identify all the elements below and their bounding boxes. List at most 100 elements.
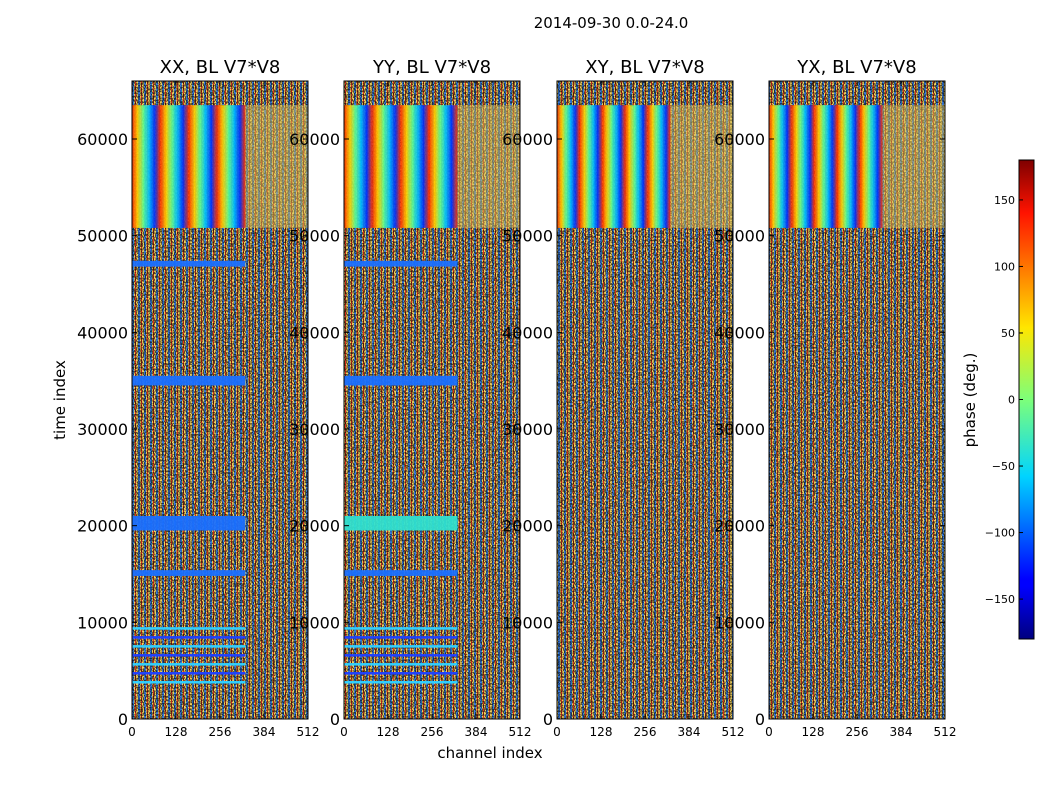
y-tick-label: 20000 [714,517,765,536]
colorbar-tick-label: 0 [1008,394,1015,407]
band-line [344,672,458,675]
y-tick-label: 30000 [714,420,765,439]
y-tick-label: 30000 [77,420,128,439]
band-line [132,645,246,648]
x-tick-label: 0 [128,725,136,739]
x-tick-label: 256 [846,725,869,739]
fringe-band [344,105,373,228]
x-tick-label: 256 [634,725,657,739]
x-tick-label: 384 [678,725,701,739]
x-tick-label: 384 [253,725,276,739]
band-line [344,645,458,648]
coherent-stripe [132,260,246,267]
fringe-tail [457,105,520,228]
fringe-band [625,105,648,228]
band-line [132,627,246,630]
x-tick-label: 128 [165,725,188,739]
colorbar-tick-label: −100 [985,527,1015,540]
y-tick-label: 20000 [77,517,128,536]
coherent-stripe [132,375,246,386]
panel-yx: YX, BL V7*V8 0 128 256 384 512 0 10000 20000 3000… [714,57,956,739]
fringe-tail [245,105,308,228]
coherent-stripe [132,516,246,531]
x-tick-label: 128 [377,725,400,739]
band-line [344,627,458,630]
band-line [132,636,246,639]
y-tick-label: 60000 [289,130,340,149]
fringe-band [647,105,671,228]
colorbar: 150 100 50 0 −50 −100 −150 phase (deg.) [961,159,1035,640]
colorbar-label: phase (deg.) [961,353,979,448]
y-tick-label: 10000 [77,613,128,632]
y-tick-label: 50000 [289,227,340,246]
panel-title: YY, BL V7*V8 [372,57,491,78]
fringe-band [579,105,603,228]
band-line [344,663,458,666]
fringe-band [791,105,815,228]
y-tick-label: 10000 [289,613,340,632]
x-tick-label: 128 [802,725,825,739]
panel-xy: XY, BL V7*V8 0 128 256 384 512 0 10000 20000 3000… [502,57,744,739]
y-tick-label: 40000 [77,323,128,342]
y-tick-label: 60000 [502,130,553,149]
panel-title: XX, BL V7*V8 [160,57,281,78]
x-tick-label: 512 [722,725,745,739]
y-tick-label: 0 [755,710,765,729]
y-tick-label: 40000 [714,323,765,342]
band-line [344,681,458,684]
x-axis-label: channel index [437,744,542,762]
y-tick-label: 10000 [714,613,765,632]
fringe-band [160,105,189,228]
band-line [132,681,246,684]
panel-title: YX, BL V7*V8 [796,57,916,78]
fringe-tail [670,105,733,228]
fringe-band [602,105,626,228]
y-tick-label: 50000 [714,227,765,246]
fringe-band [188,105,218,228]
coherent-stripe [344,260,458,267]
x-tick-label: 256 [421,725,444,739]
figure-suptitle: 2014-09-30 0.0-24.0 [534,14,689,32]
x-tick-label: 0 [765,725,773,739]
colorbar-tick-label: 150 [994,194,1015,207]
coherent-stripe [344,375,458,386]
y-tick-label: 40000 [289,323,340,342]
fringe-band [837,105,860,228]
y-tick-label: 20000 [289,517,340,536]
panel-title: XY, BL V7*V8 [585,57,704,78]
x-tick-label: 256 [209,725,232,739]
y-tick-label: 60000 [77,130,128,149]
chart-root: 2014-09-30 0.0-24.0 XX, BL V7*V8 0 128 256 38… [51,14,1035,762]
fringe-band [132,105,161,228]
x-tick-label: 512 [297,725,320,739]
y-tick-label: 60000 [714,130,765,149]
x-tick-label: 0 [553,725,561,739]
coherent-stripe [344,516,458,531]
fringe-band [814,105,838,228]
fringe-band [769,105,792,228]
y-tick-label: 0 [543,710,553,729]
x-tick-label: 512 [509,725,532,739]
fringe-band [557,105,580,228]
colorbar-tick-label: 100 [994,260,1015,273]
fringe-band [859,105,883,228]
y-tick-label: 40000 [502,323,553,342]
x-tick-label: 384 [890,725,913,739]
colorbar-tick-label: −50 [992,460,1015,473]
fringe-band [429,105,458,228]
y-tick-label: 30000 [502,420,553,439]
band-line [344,654,458,657]
fringe-band [217,105,246,228]
band-line [132,672,246,675]
y-tick-label: 10000 [502,613,553,632]
x-tick-label: 384 [465,725,488,739]
panel-xx: XX, BL V7*V8 0 128 256 384 512 0 10000 20000 3000… [77,57,319,739]
y-tick-label: 50000 [77,227,128,246]
band-line [344,636,458,639]
x-tick-label: 0 [340,725,348,739]
panel-yy: YY, BL V7*V8 0 128 256 384 512 0 10000 20000 3000… [289,57,531,739]
x-tick-label: 512 [934,725,957,739]
colorbar-tick-label: −150 [985,593,1015,606]
band-line [132,663,246,666]
